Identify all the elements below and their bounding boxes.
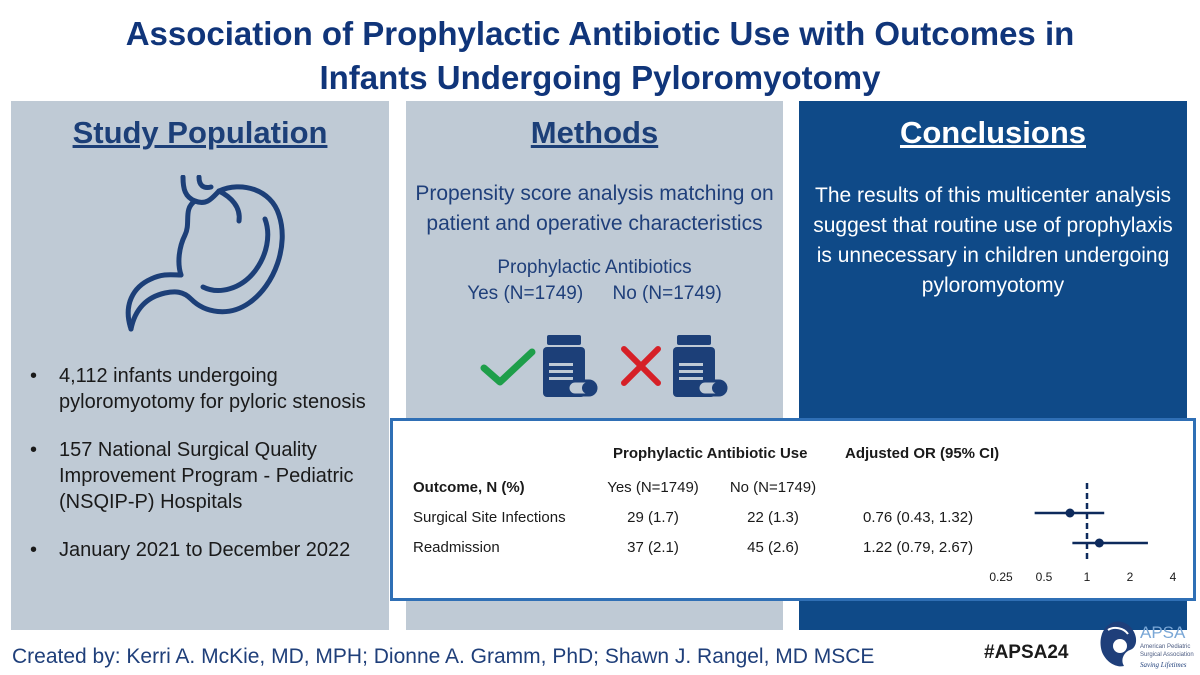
col-yes: Yes (N=1749) [607, 479, 699, 496]
study-bullet: 157 National Surgical Quality Improvemen… [24, 437, 384, 515]
title-line-2: Infants Undergoing Pyloromyotomy [319, 59, 881, 96]
title-line-1: Association of Prophylactic Antibiotic U… [125, 15, 1075, 52]
row-no-value: 22 (1.3) [747, 509, 799, 526]
logo-tagline: Saving Lifetimes [1140, 661, 1187, 669]
logo-acronym: APSA [1140, 623, 1186, 642]
cross-icon [621, 346, 661, 386]
check-icon [480, 348, 536, 386]
stomach-icon [125, 175, 285, 332]
study-bullets: 4,112 infants undergoing pyloromyotomy f… [24, 363, 384, 585]
row-or-value: 1.22 (0.79, 2.67) [863, 539, 974, 556]
x-tick-label: 1 [1084, 570, 1091, 584]
logo-line1: American Pediatric [1140, 644, 1190, 650]
conference-hashtag: #APSA24 [984, 642, 1069, 663]
col-no: No (N=1749) [729, 479, 817, 496]
pill-bottle-icon [673, 335, 728, 397]
prophylactic-groups: Yes (N=1749) No (N=1749) [406, 281, 783, 307]
row-or-value: 0.76 (0.43, 1.32) [863, 509, 974, 526]
study-bullet: 4,112 infants undergoing pyloromyotomy f… [24, 363, 384, 415]
row-outcome: Surgical Site Infections [413, 509, 566, 526]
prophylactic-title: Prophylactic Antibiotics [497, 257, 692, 278]
logo-line2: Surgical Association [1140, 652, 1194, 658]
methods-heading: Methods [530, 115, 659, 150]
header-antibiotic-use: Prophylactic Antibiotic Use [613, 445, 808, 462]
header-adjusted-or: Adjusted OR (95% CI) [845, 445, 1000, 462]
forest-plot: 0.25 0.5 1 2 4 [989, 483, 1177, 584]
col-outcome: Outcome, N (%) [413, 479, 525, 496]
conclusion-text: The results of this multicenter analysis… [813, 184, 1173, 297]
x-tick-label: 0.25 [989, 570, 1013, 584]
yes-group-label: Yes (N=1749) [467, 283, 584, 304]
study-population-heading: Study Population [72, 115, 328, 150]
methods-description: Propensity score analysis matching on pa… [415, 182, 774, 235]
pill-bottle-icon [543, 335, 598, 397]
results-table: Prophylactic Antibiotic Use Adjusted OR … [390, 418, 1196, 601]
author-credits: Created by: Kerri A. McKie, MD, MPH; Dio… [12, 645, 875, 668]
x-tick-label: 0.5 [1036, 570, 1053, 584]
row-no-value: 45 (2.6) [747, 539, 799, 556]
x-tick-label: 4 [1170, 570, 1177, 584]
row-yes-value: 37 (2.1) [627, 539, 679, 556]
row-yes-value: 29 (1.7) [627, 509, 679, 526]
study-population-panel: Study Population 4,112 infants undergoin… [11, 101, 389, 630]
point-estimate [1094, 538, 1104, 548]
study-bullet: January 2021 to December 2022 [24, 537, 384, 563]
apsa-logo: APSA American Pediatric Surgical Associa… [1100, 621, 1194, 669]
row-outcome: Readmission [413, 539, 500, 556]
point-estimate [1065, 508, 1075, 518]
poster-title: Association of Prophylactic Antibiotic U… [0, 12, 1200, 100]
x-tick-label: 2 [1127, 570, 1134, 584]
no-group-label: No (N=1749) [612, 283, 722, 304]
conclusions-heading: Conclusions [899, 115, 1086, 150]
